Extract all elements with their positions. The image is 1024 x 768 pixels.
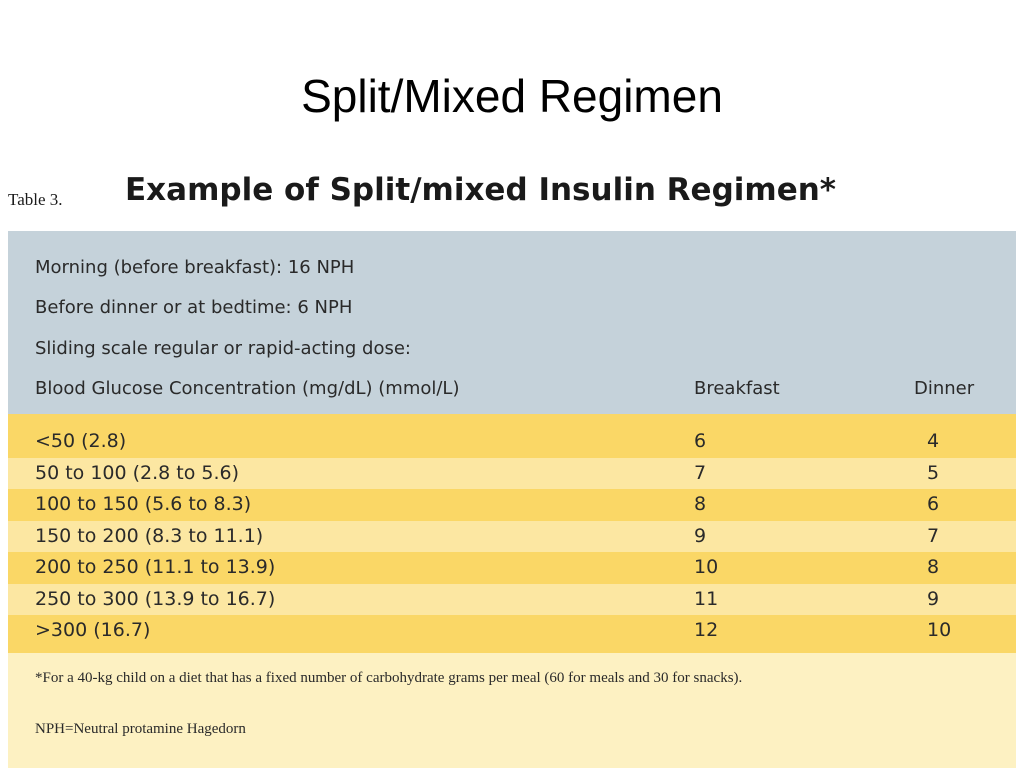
dinner-dose-cell: 8 [927, 556, 940, 578]
glucose-range-cell: >300 (16.7) [35, 619, 151, 641]
column-header-range: Blood Glucose Concentration (mg/dL) (mmo… [35, 378, 460, 399]
table-body-spacer [8, 646, 1016, 657]
morning-dose-line: Morning (before breakfast): 16 NPH [35, 257, 355, 278]
dinner-dose-cell: 4 [927, 430, 940, 452]
breakfast-dose-cell: 9 [694, 524, 707, 547]
table-label: Table 3. [8, 190, 63, 209]
table-header: Morning (before breakfast): 16 NPH Befor… [8, 231, 1016, 414]
table-row: 50 to 100 (2.8 to 5.6) 7 5 [8, 457, 1016, 489]
table-row: 200 to 250 (11.1 to 13.9) 10 8 [8, 552, 1016, 584]
sliding-scale-line: Sliding scale regular or rapid-acting do… [35, 338, 411, 359]
insulin-regimen-table: Morning (before breakfast): 16 NPH Befor… [8, 231, 1016, 768]
table-body-spacer [8, 414, 1016, 426]
breakfast-dose-cell: 12 [694, 619, 719, 641]
column-header-breakfast: Breakfast [694, 378, 780, 399]
table-title: Example of Split/mixed Insulin Regimen* [125, 172, 837, 208]
glucose-range-cell: 100 to 150 (5.6 to 8.3) [35, 493, 252, 515]
breakfast-dose-cell: 7 [694, 461, 707, 484]
breakfast-dose-cell: 6 [694, 430, 707, 452]
breakfast-dose-cell: 11 [694, 587, 719, 610]
slide-title: Split/Mixed Regimen [301, 70, 723, 122]
table-row: 150 to 200 (8.3 to 11.1) 9 7 [8, 520, 1016, 552]
dinner-dose-cell: 7 [927, 524, 940, 547]
glucose-range-cell: 50 to 100 (2.8 to 5.6) [35, 461, 240, 484]
table-caption: Table 3. Example of Split/mixed Insulin … [8, 170, 1018, 226]
table-row: 250 to 300 (13.9 to 16.7) 11 9 [8, 583, 1016, 615]
dinner-dose-cell: 10 [927, 619, 952, 641]
glucose-range-cell: <50 (2.8) [35, 430, 127, 452]
table-row: <50 (2.8) 6 4 [8, 426, 1016, 458]
dinner-dose-cell: 9 [927, 587, 940, 610]
glucose-range-cell: 250 to 300 (13.9 to 16.7) [35, 587, 276, 610]
table-footnote: *For a 40-kg child on a diet that has a … [8, 653, 1016, 768]
dinner-dose-cell: 6 [927, 493, 940, 515]
column-header-dinner: Dinner [914, 378, 975, 399]
dinner-dose-cell: 5 [927, 461, 940, 484]
breakfast-dose-cell: 8 [694, 493, 707, 515]
glucose-range-cell: 150 to 200 (8.3 to 11.1) [35, 524, 264, 547]
table-row: 100 to 150 (5.6 to 8.3) 8 6 [8, 489, 1016, 521]
abbreviation-note: NPH=Neutral protamine Hagedorn [35, 721, 246, 737]
breakfast-dose-cell: 10 [694, 556, 719, 578]
table-body: <50 (2.8) 6 4 50 to 100 (2.8 to 5.6) 7 5… [8, 414, 1016, 657]
table-row: >300 (16.7) 12 10 [8, 615, 1016, 647]
glucose-range-cell: 200 to 250 (11.1 to 13.9) [35, 556, 276, 578]
dinner-dose-line: Before dinner or at bedtime: 6 NPH [35, 297, 353, 318]
footnote-text: *For a 40-kg child on a diet that has a … [35, 670, 743, 686]
